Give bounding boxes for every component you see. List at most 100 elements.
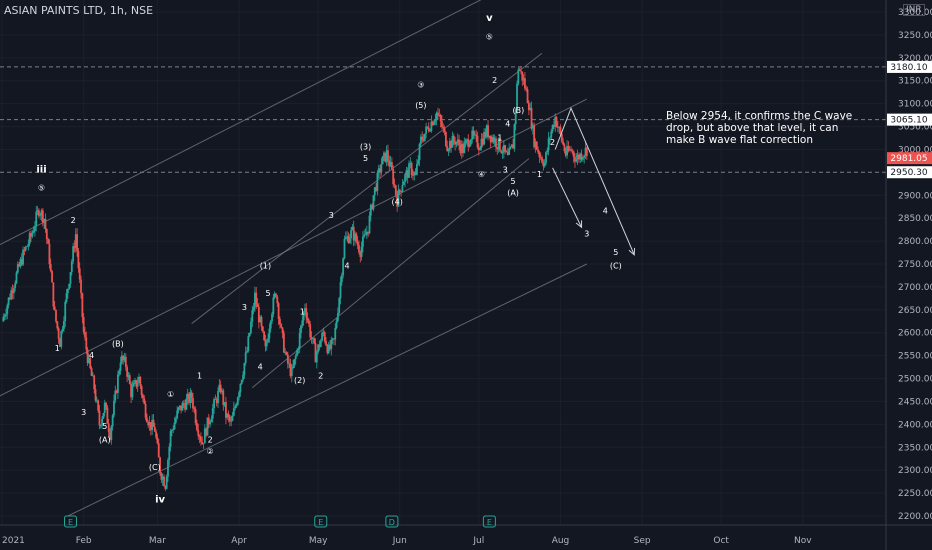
candle-body [354,233,356,241]
candle-body [439,115,442,122]
candle-body [198,435,201,437]
candle-body [81,293,84,318]
candle-body [176,410,179,419]
candle-body [466,139,468,141]
candle-body [495,138,497,148]
candle-body [281,327,284,334]
candle-body [230,420,233,422]
wave-label: (A) [99,436,111,445]
candle-body [576,154,579,160]
wave-label: (A) [507,188,519,197]
candle-body [389,162,392,167]
candle-body [14,283,17,289]
event-marker-label: D [389,518,395,527]
candle-body [335,321,338,328]
candle-body [90,368,93,376]
projection-path [552,167,583,228]
candle-body [329,344,331,350]
candle-body [363,234,366,237]
wave-label: 1 [197,372,202,381]
x-tick-label: 2021 [2,536,25,546]
candle-body [243,363,246,375]
y-tick-label: 2750.00 [898,260,932,270]
candle-body [559,127,562,134]
candle-body [157,443,160,458]
candle-body [381,156,384,165]
candle-body [260,316,263,327]
candle-body [308,320,310,325]
candle-body [524,78,526,89]
candle-body [277,303,280,319]
y-tick-label: 2550.00 [898,352,932,362]
candle-body [273,293,276,298]
note-line: make B wave flat correction [666,134,814,146]
candle-body [221,390,223,393]
candle-body [433,121,435,126]
price-axis[interactable]: 2200.00 2250.00 2300.00 2350.00 2400.00 2450.… [885,0,932,550]
wave-label: 3 [242,303,247,312]
candle-body [364,234,367,236]
y-tick-label: 2500.00 [898,375,932,385]
candle-body [239,383,242,393]
candle-body [542,162,545,167]
candle-body [321,332,323,341]
candle-body [402,182,405,186]
candle-body [160,473,163,480]
candle-body [583,155,586,158]
candle-body [455,142,458,145]
candle-body [209,421,212,425]
ticker-title[interactable]: ASIAN PAINTS LTD, 1h, NSE [4,4,154,17]
y-tick-label: 2200.00 [898,512,932,522]
candle-body [456,139,459,143]
candle-body [473,134,476,136]
candle-body [574,157,576,162]
event-marker[interactable]: E [314,515,328,528]
candle-body [409,162,412,164]
y-tick-label: 2350.00 [898,443,932,453]
wave-label: ⑤ [486,32,493,41]
candle-body [88,358,90,363]
candle-body [468,144,471,147]
candle-body [301,320,304,326]
candle-body [225,402,227,418]
candle-body [56,321,59,329]
candle-body [512,144,514,149]
wave-label: 3 [584,230,589,239]
candle-body [275,293,277,297]
candle-body [413,172,416,176]
time-axis[interactable]: 2021 Feb Mar Apr May Jun Jul Aug Sep Oct Nov [0,524,932,546]
candle-body [255,292,258,305]
event-marker[interactable]: E [482,515,496,528]
event-marker[interactable]: E [63,515,77,528]
candle-body [289,363,292,377]
candle-body [199,436,202,442]
y-tick-label: 3150.00 [898,77,932,87]
candle-body [35,211,38,226]
candle-body [127,375,130,377]
candle-body [347,236,350,243]
event-marker[interactable]: D [385,515,399,528]
x-tick-label: Jun [392,536,407,546]
candle-body [538,152,541,158]
event-marker-frame [385,515,399,528]
candle-body [242,374,244,380]
event-marker-frame [314,515,328,528]
candle-body [326,345,329,353]
candle-body [294,355,297,360]
candle-body [376,172,379,191]
candle-body [52,282,55,307]
candle-body [549,137,551,139]
candle-body [218,384,221,392]
candle-body [142,394,144,399]
candle-body [520,70,522,72]
candle-body [471,130,474,140]
wave-label: ④ [478,170,485,179]
candle-body [430,121,433,131]
candle-body [355,233,358,242]
note-line: drop, but above that level, it can [666,122,839,134]
candle-body [483,132,485,145]
candle-body [111,415,114,427]
currency-badge[interactable]: INR [903,4,925,16]
